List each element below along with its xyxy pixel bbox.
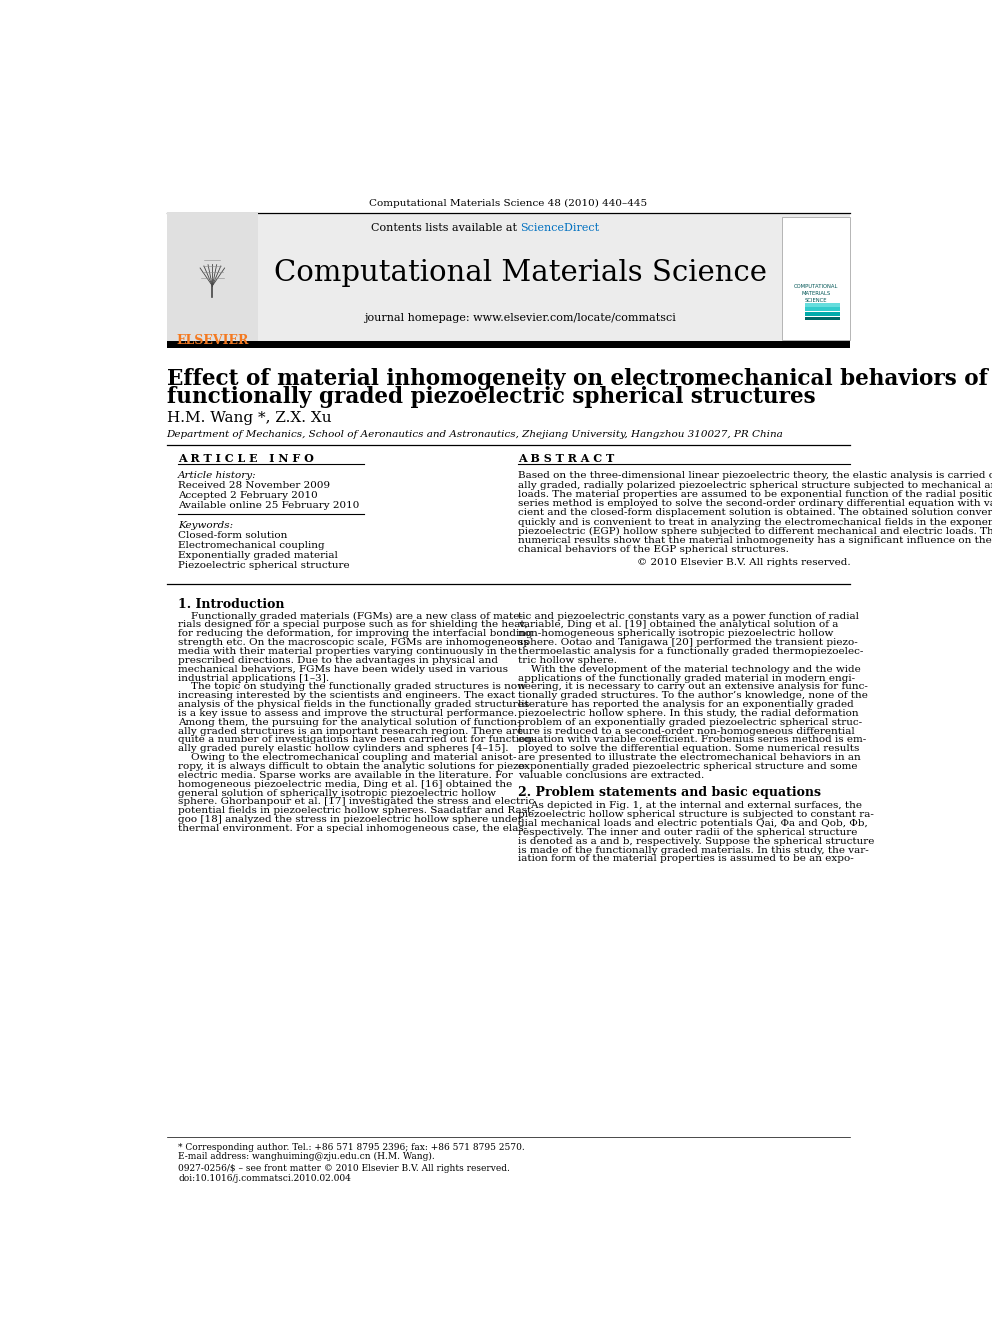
Bar (806, 312, 840, 316)
Text: Among them, the pursuing for the analytical solution of function-: Among them, the pursuing for the analyti… (179, 718, 521, 726)
Text: Contents lists available at: Contents lists available at (371, 222, 520, 233)
Bar (167, 213, 850, 343)
Text: thermal environment. For a special inhomogeneous case, the elas-: thermal environment. For a special inhom… (179, 824, 528, 833)
Text: sphere. Ghorbanpour et al. [17] investigated the stress and electric: sphere. Ghorbanpour et al. [17] investig… (179, 798, 535, 807)
Text: ally graded purely elastic hollow cylinders and spheres [4–15].: ally graded purely elastic hollow cylind… (179, 745, 509, 753)
Text: Closed-form solution: Closed-form solution (179, 532, 288, 540)
Text: mechanical behaviors, FGMs have been widely used in various: mechanical behaviors, FGMs have been wid… (179, 664, 508, 673)
Text: dial mechanical loads and electric potentials Qai, Φa and Qob, Φb,: dial mechanical loads and electric poten… (518, 819, 867, 828)
Text: Article history:: Article history: (179, 471, 257, 480)
Text: Exponentially graded material: Exponentially graded material (179, 552, 338, 561)
Text: Computational Materials Science 48 (2010) 440–445: Computational Materials Science 48 (2010… (369, 198, 648, 208)
Text: non-homogeneous spherically isotropic piezoelectric hollow: non-homogeneous spherically isotropic pi… (518, 630, 833, 638)
Text: variable, Ding et al. [19] obtained the analytical solution of a: variable, Ding et al. [19] obtained the … (518, 620, 838, 630)
Bar (782, 217, 850, 340)
Text: rials designed for a special purpose such as for shielding the heat,: rials designed for a special purpose suc… (179, 620, 528, 630)
Text: ployed to solve the differential equation. Some numerical results: ployed to solve the differential equatio… (518, 745, 859, 753)
Text: are presented to illustrate the electromechanical behaviors in an: are presented to illustrate the electrom… (518, 753, 860, 762)
Text: The topic on studying the functionally graded structures is now: The topic on studying the functionally g… (179, 683, 526, 692)
Bar (167, 341, 850, 348)
Text: ELSEVIER: ELSEVIER (177, 335, 249, 348)
Text: numerical results show that the material inhomogeneity has a significant influen: numerical results show that the material… (518, 536, 992, 545)
Text: sphere. Ootao and Tanigawa [20] performed the transient piezo-: sphere. Ootao and Tanigawa [20] performe… (518, 638, 857, 647)
Bar (806, 307, 840, 311)
Text: With the development of the material technology and the wide: With the development of the material tec… (518, 664, 860, 673)
Text: ScienceDirect: ScienceDirect (520, 222, 599, 233)
Text: A B S T R A C T: A B S T R A C T (518, 452, 614, 464)
Bar (806, 303, 840, 307)
Text: quickly and is convenient to treat in analyzing the electromechanical fields in : quickly and is convenient to treat in an… (518, 517, 992, 527)
Bar (167, 213, 258, 343)
Bar (806, 316, 840, 320)
Text: cient and the closed-form displacement solution is obtained. The obtained soluti: cient and the closed-form displacement s… (518, 508, 992, 517)
Text: E-mail address: wanghuiming@zju.edu.cn (H.M. Wang).: E-mail address: wanghuiming@zju.edu.cn (… (179, 1152, 435, 1162)
Text: equation with variable coefficient. Frobenius series method is em-: equation with variable coefficient. Frob… (518, 736, 866, 745)
Text: is a key issue to assess and improve the structural performance.: is a key issue to assess and improve the… (179, 709, 518, 718)
Text: functionally graded piezoelectric spherical structures: functionally graded piezoelectric spheri… (167, 386, 815, 407)
Text: chanical behaviors of the EGP spherical structures.: chanical behaviors of the EGP spherical … (518, 545, 789, 554)
Text: tionally graded structures. To the author’s knowledge, none of the: tionally graded structures. To the autho… (518, 691, 868, 700)
Text: * Corresponding author. Tel.: +86 571 8795 2396; fax: +86 571 8795 2570.: * Corresponding author. Tel.: +86 571 87… (179, 1143, 525, 1152)
Text: applications of the functionally graded material in modern engi-: applications of the functionally graded … (518, 673, 855, 683)
Text: quite a number of investigations have been carried out for function-: quite a number of investigations have be… (179, 736, 536, 745)
Text: respectively. The inner and outer radii of the spherical structure: respectively. The inner and outer radii … (518, 828, 857, 837)
Text: Based on the three-dimensional linear piezoelectric theory, the elastic analysis: Based on the three-dimensional linear pi… (518, 471, 992, 480)
Text: increasing interested by the scientists and engineers. The exact: increasing interested by the scientists … (179, 691, 516, 700)
Text: Effect of material inhomogeneity on electromechanical behaviors of: Effect of material inhomogeneity on elec… (167, 368, 987, 390)
Text: thermoelastic analysis for a functionally graded thermopiezoelec-: thermoelastic analysis for a functionall… (518, 647, 863, 656)
Text: is denoted as a and b, respectively. Suppose the spherical structure: is denoted as a and b, respectively. Sup… (518, 836, 874, 845)
Text: media with their material properties varying continuously in the: media with their material properties var… (179, 647, 517, 656)
Text: loads. The material properties are assumed to be exponential function of the rad: loads. The material properties are assum… (518, 490, 992, 499)
Text: iation form of the material properties is assumed to be an expo-: iation form of the material properties i… (518, 855, 853, 864)
Text: journal homepage: www.elsevier.com/locate/commatsci: journal homepage: www.elsevier.com/locat… (364, 312, 676, 323)
Text: prescribed directions. Due to the advantages in physical and: prescribed directions. Due to the advant… (179, 656, 498, 664)
Text: ally graded, radially polarized piezoelectric spherical structure subjected to m: ally graded, radially polarized piezoele… (518, 480, 992, 490)
Text: 2. Problem statements and basic equations: 2. Problem statements and basic equation… (518, 786, 820, 799)
Text: ture is reduced to a second-order non-homogeneous differential: ture is reduced to a second-order non-ho… (518, 726, 854, 736)
Text: is made of the functionally graded materials. In this study, the var-: is made of the functionally graded mater… (518, 845, 868, 855)
Text: COMPUTATIONAL
MATERIALS
SCIENCE: COMPUTATIONAL MATERIALS SCIENCE (794, 284, 838, 303)
Text: valuable conclusions are extracted.: valuable conclusions are extracted. (518, 771, 704, 781)
Text: problem of an exponentially graded piezoelectric spherical struc-: problem of an exponentially graded piezo… (518, 718, 862, 726)
Text: for reducing the deformation, for improving the interfacial bonding: for reducing the deformation, for improv… (179, 630, 533, 638)
Text: Electromechanical coupling: Electromechanical coupling (179, 541, 324, 550)
Text: general solution of spherically isotropic piezoelectric hollow: general solution of spherically isotropi… (179, 789, 496, 798)
Text: Received 28 November 2009: Received 28 November 2009 (179, 482, 330, 491)
Text: A R T I C L E   I N F O: A R T I C L E I N F O (179, 452, 314, 464)
Text: neering, it is necessary to carry out an extensive analysis for func-: neering, it is necessary to carry out an… (518, 683, 868, 692)
Text: Available online 25 February 2010: Available online 25 February 2010 (179, 501, 360, 511)
Text: electric media. Sparse works are available in the literature. For: electric media. Sparse works are availab… (179, 771, 513, 781)
Text: tric hollow sphere.: tric hollow sphere. (518, 656, 617, 664)
Text: Accepted 2 February 2010: Accepted 2 February 2010 (179, 491, 318, 500)
Text: piezoelectric hollow sphere. In this study, the radial deformation: piezoelectric hollow sphere. In this stu… (518, 709, 858, 718)
Text: goo [18] analyzed the stress in piezoelectric hollow sphere under: goo [18] analyzed the stress in piezoele… (179, 815, 523, 824)
Text: tic and piezoelectric constants vary as a power function of radial: tic and piezoelectric constants vary as … (518, 611, 859, 620)
Text: homogeneous piezoelectric media, Ding et al. [16] obtained the: homogeneous piezoelectric media, Ding et… (179, 779, 513, 789)
Text: ropy, it is always difficult to obtain the analytic solutions for piezo-: ropy, it is always difficult to obtain t… (179, 762, 529, 771)
Text: analysis of the physical fields in the functionally graded structures: analysis of the physical fields in the f… (179, 700, 530, 709)
Text: As depicted in Fig. 1, at the internal and external surfaces, the: As depicted in Fig. 1, at the internal a… (518, 802, 862, 810)
Text: Department of Mechanics, School of Aeronautics and Astronautics, Zhejiang Univer: Department of Mechanics, School of Aeron… (167, 430, 784, 439)
Text: industrial applications [1–3].: industrial applications [1–3]. (179, 673, 329, 683)
Text: Keywords:: Keywords: (179, 521, 233, 531)
Text: series method is employed to solve the second-order ordinary differential equati: series method is employed to solve the s… (518, 499, 992, 508)
Text: doi:10.1016/j.commatsci.2010.02.004: doi:10.1016/j.commatsci.2010.02.004 (179, 1174, 351, 1183)
Text: Functionally graded materials (FGMs) are a new class of mate-: Functionally graded materials (FGMs) are… (179, 611, 523, 620)
Text: Piezoelectric spherical structure: Piezoelectric spherical structure (179, 561, 350, 570)
Text: Owing to the electromechanical coupling and material anisot-: Owing to the electromechanical coupling … (179, 753, 517, 762)
Text: Computational Materials Science: Computational Materials Science (274, 259, 767, 287)
Text: exponentially graded piezoelectric spherical structure and some: exponentially graded piezoelectric spher… (518, 762, 857, 771)
Text: H.M. Wang *, Z.X. Xu: H.M. Wang *, Z.X. Xu (167, 411, 331, 425)
Text: 0927-0256/$ – see front matter © 2010 Elsevier B.V. All rights reserved.: 0927-0256/$ – see front matter © 2010 El… (179, 1164, 510, 1174)
Text: ally graded structures is an important research region. There are: ally graded structures is an important r… (179, 726, 524, 736)
Text: 1. Introduction: 1. Introduction (179, 598, 285, 611)
Text: literature has reported the analysis for an exponentially graded: literature has reported the analysis for… (518, 700, 853, 709)
Text: strength etc. On the macroscopic scale, FGMs are inhomogeneous: strength etc. On the macroscopic scale, … (179, 638, 529, 647)
Text: piezoelectric (EGP) hollow sphere subjected to different mechanical and electric: piezoelectric (EGP) hollow sphere subjec… (518, 527, 992, 536)
Text: piezoelectric hollow spherical structure is subjected to constant ra-: piezoelectric hollow spherical structure… (518, 810, 874, 819)
Text: potential fields in piezoelectric hollow spheres. Saadatfar and Rast-: potential fields in piezoelectric hollow… (179, 806, 535, 815)
Text: © 2010 Elsevier B.V. All rights reserved.: © 2010 Elsevier B.V. All rights reserved… (637, 557, 850, 566)
